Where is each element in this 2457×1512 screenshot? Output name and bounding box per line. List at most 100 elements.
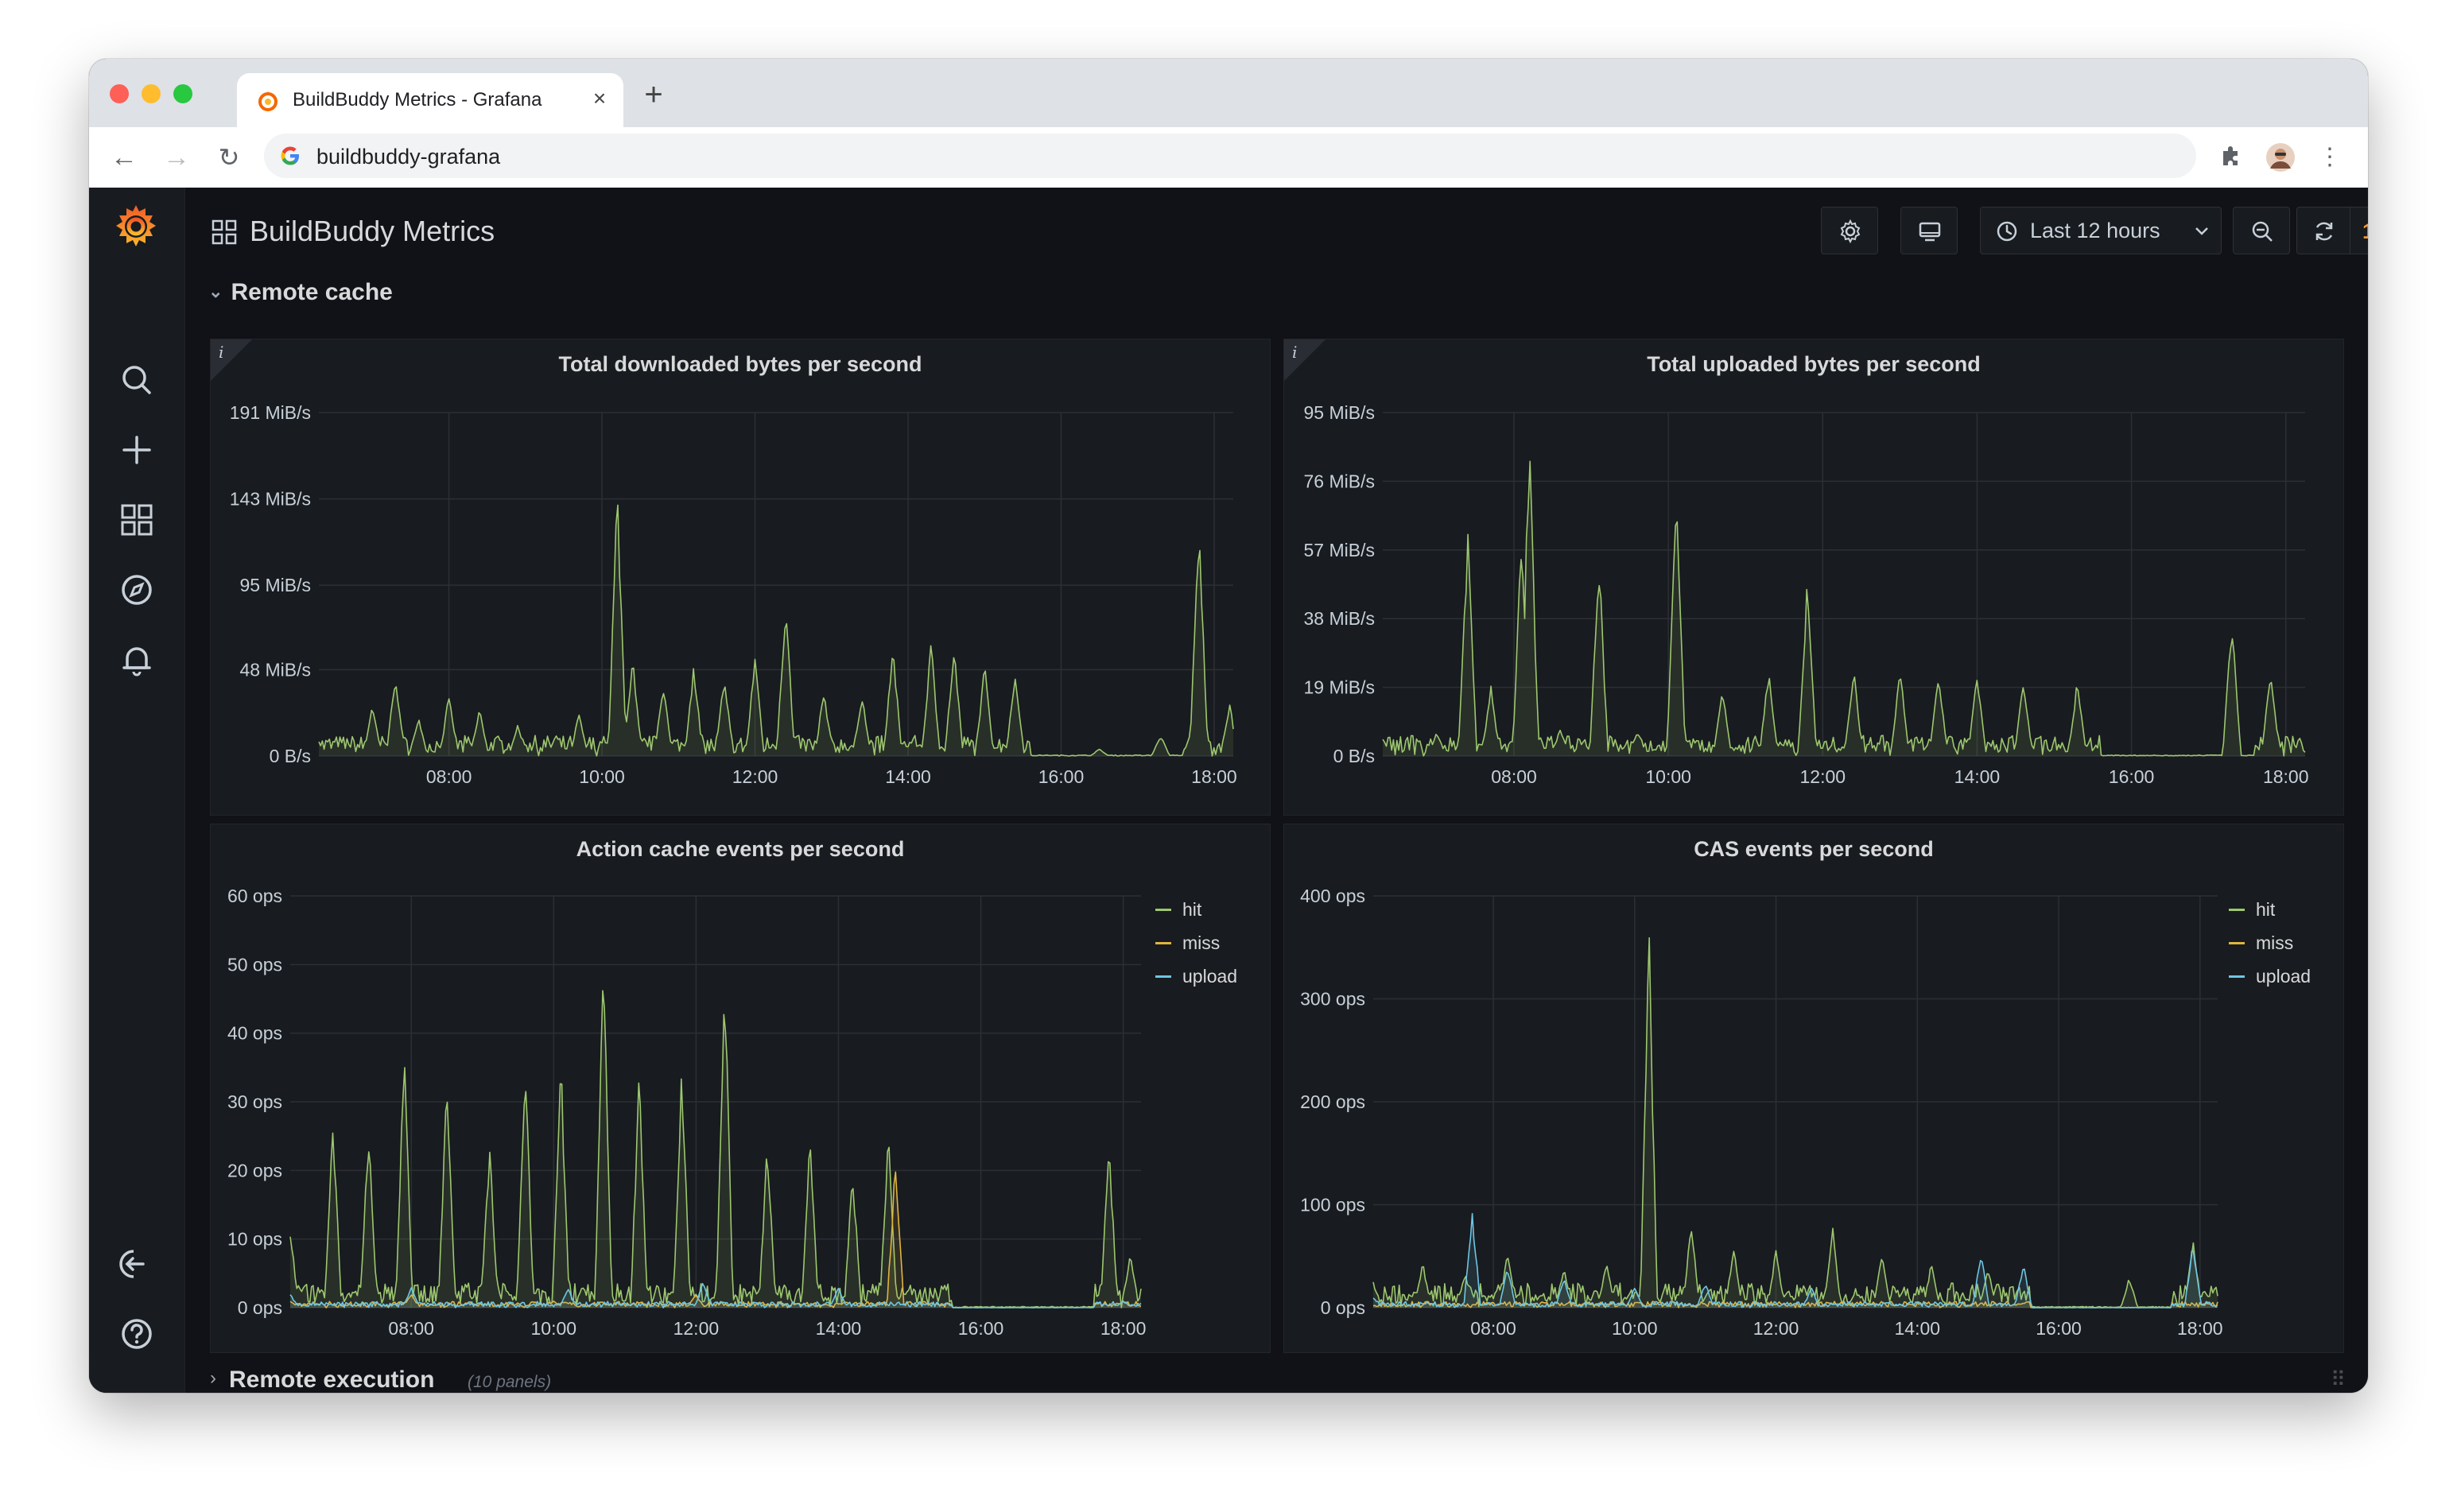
legend-item-hit[interactable]: hit (1155, 893, 1259, 926)
x-tick-label: 16:00 (2036, 1318, 2082, 1339)
google-icon (281, 146, 299, 165)
x-tick-label: 16:00 (1038, 766, 1085, 787)
chart-svg: 0 B/s 19 MiB/s 38 MiB/s 57 MiB/s 76 MiB/s 95 … (1304, 402, 2309, 787)
row-header-remote-cache[interactable]: ⌄ Remote cache (208, 277, 393, 310)
refresh-picker[interactable]: 10s (2296, 207, 2368, 254)
legend-item-miss[interactable]: miss (1155, 926, 1259, 960)
grafana-app: BuildBuddy Metrics Last 1 (89, 188, 2368, 1393)
panel-cas-events[interactable]: CAS events per second 0 ops 100 ops 200 op… (1283, 824, 2344, 1353)
y-tick-label: 100 ops (1300, 1195, 1365, 1215)
sign-out-icon[interactable] (116, 1243, 157, 1285)
x-tick-label: 18:00 (2263, 766, 2309, 787)
grafana-logo-icon[interactable] (110, 200, 162, 253)
alerting-icon[interactable] (116, 639, 157, 680)
panel-title: Total downloaded bytes per second (558, 352, 922, 376)
y-tick-label: 0 ops (1321, 1297, 1365, 1318)
info-icon[interactable]: i (1292, 343, 1298, 362)
more-menu-icon[interactable]: ⋮ (2318, 144, 2342, 170)
profile-avatar-icon[interactable] (2265, 142, 2296, 173)
legend-item-hit[interactable]: hit (2229, 893, 2332, 926)
time-range-picker[interactable]: Last 12 hours (1980, 207, 2222, 254)
x-tick-label: 14:00 (816, 1318, 862, 1339)
row-header-remote-execution[interactable]: › Remote execution (10 panels) ⠿ (210, 1366, 2346, 1393)
series-area-bytes (1383, 461, 2305, 756)
back-icon[interactable]: ← (111, 142, 138, 173)
x-tick-label: 12:00 (732, 766, 778, 787)
x-tick-label: 14:00 (1954, 766, 2001, 787)
y-tick-label: 20 ops (227, 1160, 282, 1181)
dashboards-icon[interactable] (116, 499, 157, 541)
zoom-window-button[interactable] (173, 84, 192, 103)
side-menu (89, 188, 185, 1393)
tv-mode-icon (1919, 222, 1941, 242)
info-icon[interactable]: i (219, 343, 224, 362)
dashboard-title[interactable]: BuildBuddy Metrics (250, 215, 495, 247)
explore-icon[interactable] (116, 569, 157, 611)
y-tick-label: 200 ops (1300, 1091, 1365, 1112)
x-tick-label: 12:00 (673, 1318, 720, 1339)
series-line-upload (1372, 1212, 2218, 1308)
legend: hit miss upload (2229, 893, 2332, 993)
address-bar[interactable]: buildbuddy-grafana (264, 134, 2196, 178)
y-tick-label: 76 MiB/s (1304, 471, 1375, 491)
dashboard-grid-icon (212, 219, 237, 245)
y-tick-label: 0 ops (238, 1297, 282, 1318)
chart-svg: 0 ops 10 ops 20 ops 30 ops 40 ops 50 ops 60 op… (227, 886, 1146, 1339)
y-tick-label: 57 MiB/s (1304, 540, 1375, 560)
panel-action-cache-events[interactable]: Action cache events per second 0 ops 10 o… (210, 824, 1271, 1353)
plus-icon[interactable] (116, 429, 157, 471)
panel-info-corner (1284, 339, 1326, 381)
new-tab-button[interactable]: + (644, 77, 663, 112)
panel-title: Total uploaded bytes per second (1647, 352, 1981, 376)
time-range-label: Last 12 hours (2030, 219, 2160, 242)
chevron-down-icon (2195, 227, 2208, 235)
help-icon[interactable] (116, 1313, 157, 1355)
series-line-hit (1372, 936, 2218, 1308)
x-tick-label: 08:00 (1491, 766, 1537, 787)
panel-uploaded-bytes[interactable]: i Total uploaded bytes per second 0 B/s 1… (1283, 339, 2344, 816)
panel-downloaded-bytes[interactable]: i Total downloaded bytes per second 0 B/… (210, 339, 1271, 816)
tv-mode-button[interactable] (1900, 207, 1958, 254)
minimize-window-button[interactable] (142, 84, 161, 103)
url-text: buildbuddy-grafana (316, 145, 501, 169)
tab-bar: BuildBuddy Metrics - Grafana × + (89, 59, 2368, 127)
browser-tab[interactable]: BuildBuddy Metrics - Grafana × (237, 73, 623, 127)
y-tick-label: 30 ops (227, 1091, 282, 1112)
y-tick-label: 10 ops (227, 1229, 282, 1250)
y-tick-label: 191 MiB/s (230, 402, 311, 423)
y-tick-label: 143 MiB/s (230, 489, 311, 510)
clock-icon (1997, 221, 2017, 242)
reload-icon[interactable]: ↻ (218, 143, 240, 172)
y-tick-label: 0 B/s (1333, 746, 1375, 766)
close-window-button[interactable] (110, 84, 129, 103)
series-line-bytes (1382, 460, 2306, 757)
zoom-out-button[interactable] (2233, 207, 2290, 254)
panel-title: CAS events per second (1694, 837, 1934, 861)
search-icon[interactable] (116, 359, 157, 401)
row-title: Remote cache (231, 279, 393, 305)
legend-item-upload[interactable]: upload (2229, 960, 2332, 993)
y-tick-label: 19 MiB/s (1304, 677, 1375, 698)
legend: hit miss upload (1155, 893, 1259, 993)
legend-item-miss[interactable]: miss (2229, 926, 2332, 960)
dashboard-settings-button[interactable] (1821, 207, 1878, 254)
x-tick-label: 08:00 (426, 766, 472, 787)
drag-handle-icon[interactable]: ⠿ (2330, 1367, 2346, 1391)
panel-title: Action cache events per second (576, 837, 905, 861)
series-area-hit (290, 991, 1141, 1308)
series-area-hit (1373, 937, 2218, 1308)
chart-svg: 0 ops 100 ops 200 ops 300 ops 400 ops 08:00 10… (1300, 886, 2222, 1339)
x-tick-label: 10:00 (579, 766, 625, 787)
close-tab-icon[interactable]: × (592, 86, 607, 110)
row-panel-count: (10 panels) (468, 1373, 552, 1391)
y-tick-label: 48 MiB/s (240, 659, 311, 680)
series-line-upload (289, 1282, 1142, 1308)
legend-item-upload[interactable]: upload (1155, 960, 1259, 993)
x-tick-label: 10:00 (531, 1318, 577, 1339)
extensions-puzzle-icon[interactable] (2215, 142, 2247, 173)
settings-gear-icon (1840, 219, 1861, 244)
y-tick-label: 40 ops (227, 1023, 282, 1044)
x-tick-label: 08:00 (1470, 1318, 1516, 1339)
forward-icon[interactable]: → (163, 142, 190, 173)
tab-title: BuildBuddy Metrics - Grafana (293, 89, 542, 110)
